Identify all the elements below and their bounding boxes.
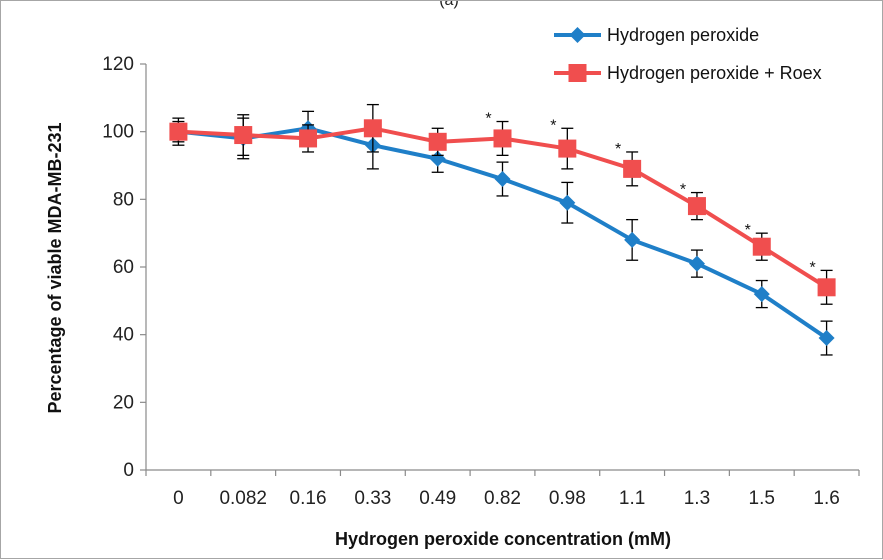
data-point-square <box>169 122 188 141</box>
y-tick-label: 0 <box>123 460 134 481</box>
y-tick-label: 40 <box>113 325 134 346</box>
x-tick-label: 0.33 <box>354 488 391 509</box>
x-tick-label: 1.1 <box>619 488 645 509</box>
data-point-diamond <box>494 171 511 188</box>
significance-asterisk: * <box>485 111 491 128</box>
data-point-square <box>234 126 253 145</box>
series-line <box>178 126 828 340</box>
x-tick-label: 1.6 <box>813 488 839 509</box>
legend-label: Hydrogen peroxide + Roex <box>607 63 822 83</box>
x-axis-title: Hydrogen peroxide concentration (mM) <box>335 529 671 549</box>
x-tick-label: 0.082 <box>219 488 267 509</box>
data-point-diamond <box>688 255 705 272</box>
data-point-diamond <box>624 231 641 248</box>
data-point-square <box>752 237 771 256</box>
significance-asterisk: * <box>680 182 686 199</box>
series-2 <box>169 103 836 305</box>
data-point-square <box>558 139 577 158</box>
annotation-layer: * * * * * * <box>485 111 815 277</box>
data-point-square <box>428 132 447 151</box>
x-axis: 0 0.082 0.16 0.33 0.49 0.82 0.98 1.1 1.3 1.5 1.6 <box>145 469 860 509</box>
series-layer <box>169 103 836 356</box>
data-point-square <box>363 119 382 138</box>
significance-asterisk: * <box>809 259 815 276</box>
data-point-square <box>623 159 642 178</box>
data-point-diamond <box>818 330 835 347</box>
x-tick-label: 1.5 <box>749 488 775 509</box>
data-point-square <box>687 197 706 216</box>
x-tick-label: 0.49 <box>419 488 456 509</box>
y-tick-label: 60 <box>113 257 134 278</box>
x-tick-label: 0.16 <box>290 488 327 509</box>
x-tick-label: 0.98 <box>549 488 586 509</box>
x-tick-label: 1.3 <box>684 488 710 509</box>
significance-asterisk: * <box>745 222 751 239</box>
y-tick-label: 80 <box>113 189 134 210</box>
y-tick-label: 120 <box>102 54 134 75</box>
significance-asterisk: * <box>550 117 556 134</box>
y-axis-title: Percentage of viable MDA-MB-231 <box>45 122 65 413</box>
data-point-square <box>817 278 836 297</box>
data-point-diamond <box>559 194 576 211</box>
data-point-square <box>493 129 512 148</box>
legend-label: Hydrogen peroxide <box>607 25 759 45</box>
legend-marker-diamond <box>569 27 586 43</box>
y-tick-label: 20 <box>113 392 134 413</box>
y-tick-label: 100 <box>102 122 134 143</box>
y-axis: 0 20 40 60 80 100 120 <box>102 54 147 481</box>
data-point-diamond <box>753 286 770 303</box>
data-point-square <box>299 129 318 148</box>
legend: Hydrogen peroxide Hydrogen peroxide + Roe… <box>554 25 822 83</box>
x-tick-label: 0.82 <box>484 488 521 509</box>
legend-marker-square <box>568 64 587 82</box>
panel-label: (a) <box>439 1 459 9</box>
significance-asterisk: * <box>615 141 621 158</box>
x-tick-label: 0 <box>173 488 184 509</box>
